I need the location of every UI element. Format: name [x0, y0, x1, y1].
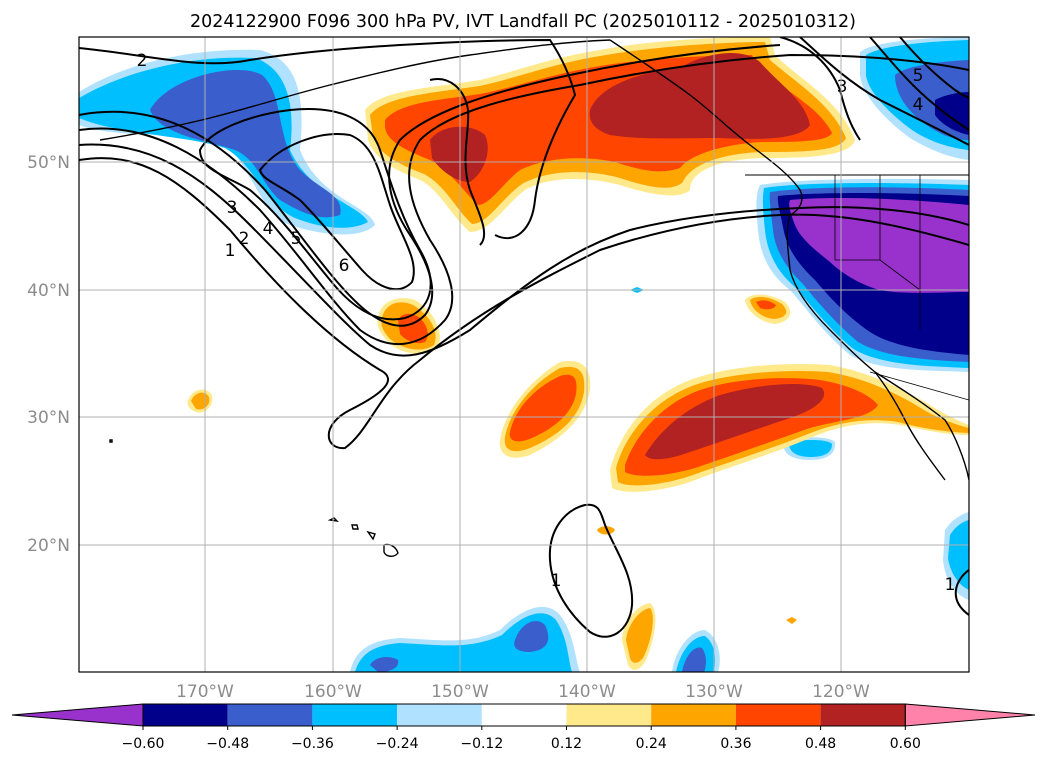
lon-label-140w: 140°W: [558, 682, 616, 702]
negative-anomaly-south-mid: [355, 613, 572, 672]
pv-label-6: 6: [339, 256, 350, 276]
map-title: 2024122900 F096 300 hPa PV, IVT Landfall…: [190, 12, 856, 32]
pv-contour-north-2: [79, 38, 577, 240]
negative-anomaly-south-blue: [514, 620, 549, 652]
lat-label-20n: 20°N: [27, 536, 70, 556]
lat-label-40n: 40°N: [27, 281, 70, 301]
colorbar-segment: [312, 704, 398, 726]
lon-label-150w: 150°W: [431, 682, 489, 702]
us-states-border-1: [834, 175, 921, 330]
positive-anomaly-cutoff-red: [398, 313, 428, 344]
colorbar-tick-label: −0.60: [122, 736, 165, 752]
pv-contour-6: [258, 133, 415, 291]
colorbar-extend-min: [11, 703, 144, 727]
positive-anomaly-gulf-darkred-2: [589, 52, 810, 139]
negative-anomaly-small-1-mid: [789, 439, 832, 457]
se-alaska-bc-coast: [609, 39, 969, 481]
map-panel: 1 2 3 4 5 6 1 2 3 4 5 1: [78, 36, 970, 673]
colorbar-segment: [566, 704, 652, 726]
colorbar-tick-label: 0.48: [805, 736, 836, 752]
pv-label-2: 2: [239, 229, 250, 249]
negative-anomaly-west-us-purple: [789, 197, 969, 293]
lon-label-160w: 160°W: [304, 682, 362, 702]
colorbar-extend-max: [904, 703, 1036, 727]
colorbar-segment: [143, 704, 228, 726]
colorbar-segment: [397, 704, 482, 726]
pv-label-5: 5: [291, 229, 302, 249]
colorbar-segment: [735, 704, 821, 726]
pv-contour-labels: 1 2 3 4 5 6 1 2 3 4 5 1: [137, 51, 956, 595]
positive-anomaly-speck-2: [597, 526, 615, 535]
colorbar-tick-label: −0.12: [460, 736, 503, 752]
colorbar-segment: [820, 704, 906, 726]
pv-label-3-ne: 3: [837, 77, 848, 97]
colorbar-tick-label: −0.24: [376, 736, 419, 752]
pv-contours: [79, 37, 969, 638]
pv-contour-pv1-south: [548, 503, 634, 638]
lon-label-130w: 130°W: [685, 682, 743, 702]
colorbar-segment: [651, 704, 736, 726]
positive-anomaly-subtrop-darkred: [645, 384, 825, 460]
colorbar-tick-label: 0.24: [636, 736, 667, 752]
positive-anomaly-gulf-darkred-1: [430, 126, 488, 182]
colorbar-tick-label: −0.48: [206, 736, 249, 752]
positive-anomaly-central-red: [509, 374, 577, 442]
positive-anomaly-small-c-orange: [626, 608, 653, 663]
pv-contour-north-ne-4: [869, 37, 969, 131]
pv-contour-north-ne-5: [899, 37, 969, 99]
pv-label-4: 4: [263, 219, 274, 239]
baja-coast: [874, 371, 946, 481]
map-frame: [78, 36, 970, 673]
pv-contour-east-edge: [954, 569, 969, 616]
pv-label-4-ne: 4: [913, 95, 924, 115]
negative-anomaly-south-blue-2: [370, 657, 399, 672]
pv-contour-5: [198, 108, 432, 321]
pv-contour-3: [79, 53, 969, 346]
pv-contour-north-bc: [779, 37, 861, 141]
colorbar-tick-label: −0.36: [291, 736, 334, 752]
pv-label-2-north: 2: [137, 51, 148, 71]
lon-label-120w: 120°W: [812, 682, 870, 702]
pv-label-3: 3: [227, 198, 238, 218]
colorbar: −0.60 −0.48 −0.36 −0.24 −0.12 0.12 0.24 0.36 0.4…: [11, 703, 1036, 752]
pv-label-1-east: 1: [945, 575, 956, 595]
us-mexico-border: [869, 371, 969, 401]
negative-anomaly-gulf-dark: [150, 70, 341, 218]
longitude-labels: 170°W 160°W 150°W 140°W 130°W 120°W: [176, 682, 870, 702]
pv-label-1: 1: [225, 241, 236, 261]
positive-anomaly-speck-3: [786, 617, 797, 624]
pv-contour-north-ne-3: [799, 37, 969, 146]
colorbar-tick-label: 0.60: [890, 736, 921, 752]
hawaii-islands: [327, 517, 399, 557]
gridlines: [79, 37, 969, 672]
positive-anomaly-small-b-red: [756, 300, 776, 310]
pv-label-5-ne: 5: [913, 66, 924, 86]
latitude-labels: 50°N 40°N 30°N 20°N: [27, 153, 70, 556]
lat-label-50n: 50°N: [27, 153, 70, 173]
negative-anomaly-east-edge-mid: [948, 520, 969, 590]
pv-label-1-south: 1: [551, 571, 562, 591]
small-speck: [109, 439, 113, 443]
pv-contour-1: [79, 157, 969, 450]
lat-label-30n: 30°N: [27, 408, 70, 428]
colorbar-segment: [481, 704, 567, 726]
pv-contour-north-3: [429, 78, 486, 246]
pv-contour-2: [79, 143, 969, 357]
colorbar-segment: [227, 704, 313, 726]
colorbar-tick-label: 0.36: [720, 736, 751, 752]
lon-label-170w: 170°W: [176, 682, 234, 702]
colorbar-tick-label: 0.12: [551, 736, 582, 752]
negative-anomaly-south-2-dark: [682, 647, 706, 672]
colorbar-outline: [142, 703, 906, 727]
